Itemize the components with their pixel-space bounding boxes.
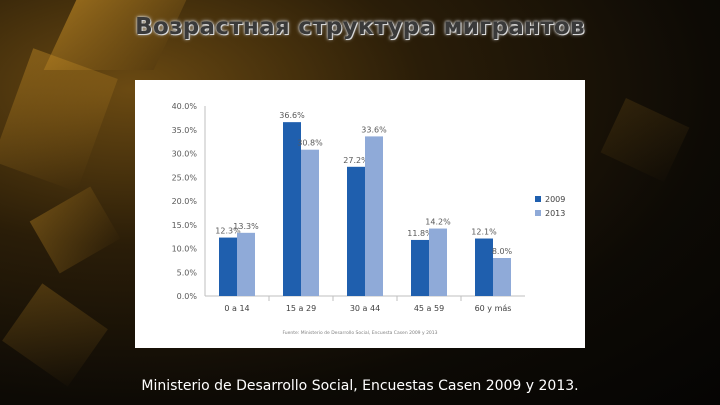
legend-label: 2009 [545,195,565,204]
bar-2013 [301,149,319,296]
data-label: 12.3% [215,227,241,236]
data-label: 36.6% [279,111,305,120]
legend-swatch-2009 [535,196,541,202]
background-shard [600,98,690,182]
bar-2013 [493,258,511,296]
x-tick-label: 15 a 29 [286,304,316,313]
y-tick-label: 0.0% [177,292,198,301]
x-tick-label: 0 a 14 [224,304,249,313]
background-shard [2,283,108,387]
bar-2009 [411,239,429,296]
data-label: 8.0% [492,247,513,256]
legend-label: 2013 [545,209,565,218]
bar-2009 [475,238,493,296]
bar-2013 [237,232,255,296]
y-tick-label: 5.0% [177,268,198,277]
data-label: 33.6% [361,125,387,134]
bar-2009 [283,122,301,297]
source-caption: Ministerio de Desarrollo Social, Encuest… [141,378,579,394]
chart-source-note: Fuente: Ministerio de Desarrollo Social,… [282,330,437,336]
background-shard [29,186,121,274]
y-tick-label: 10.0% [172,245,198,254]
y-tick-label: 40.0% [172,102,198,111]
bar-2013 [429,228,447,296]
data-label: 13.3% [233,222,259,231]
bar-chart: 0.0% 5.0% 10.0% 15.0% 20.0% 25.0% 30.0% 35.0% 40… [172,102,566,336]
data-label: 14.2% [425,218,451,227]
x-tick-label: 30 a 44 [350,304,380,313]
bar-2009 [347,166,365,296]
y-tick-label: 25.0% [172,173,198,182]
y-tick-label: 20.0% [172,197,198,206]
data-label: 12.1% [471,228,497,237]
x-tick-label: 45 a 59 [414,304,444,313]
bar-2013 [365,136,383,296]
chart-panel: 0.0% 5.0% 10.0% 15.0% 20.0% 25.0% 30.0% 35.0% 40… [135,80,585,348]
data-label: 11.8% [407,229,433,238]
data-label: 30.8% [297,139,323,148]
bar-2009 [219,237,237,296]
slide-title: Возрастная структура мигрантов [135,14,585,40]
y-tick-label: 35.0% [172,126,198,135]
legend-swatch-2013 [535,210,541,216]
data-label: 27.2% [343,156,369,165]
y-tick-label: 15.0% [172,221,198,230]
y-tick-label: 30.0% [172,150,198,159]
x-tick-label: 60 y más [475,304,512,313]
